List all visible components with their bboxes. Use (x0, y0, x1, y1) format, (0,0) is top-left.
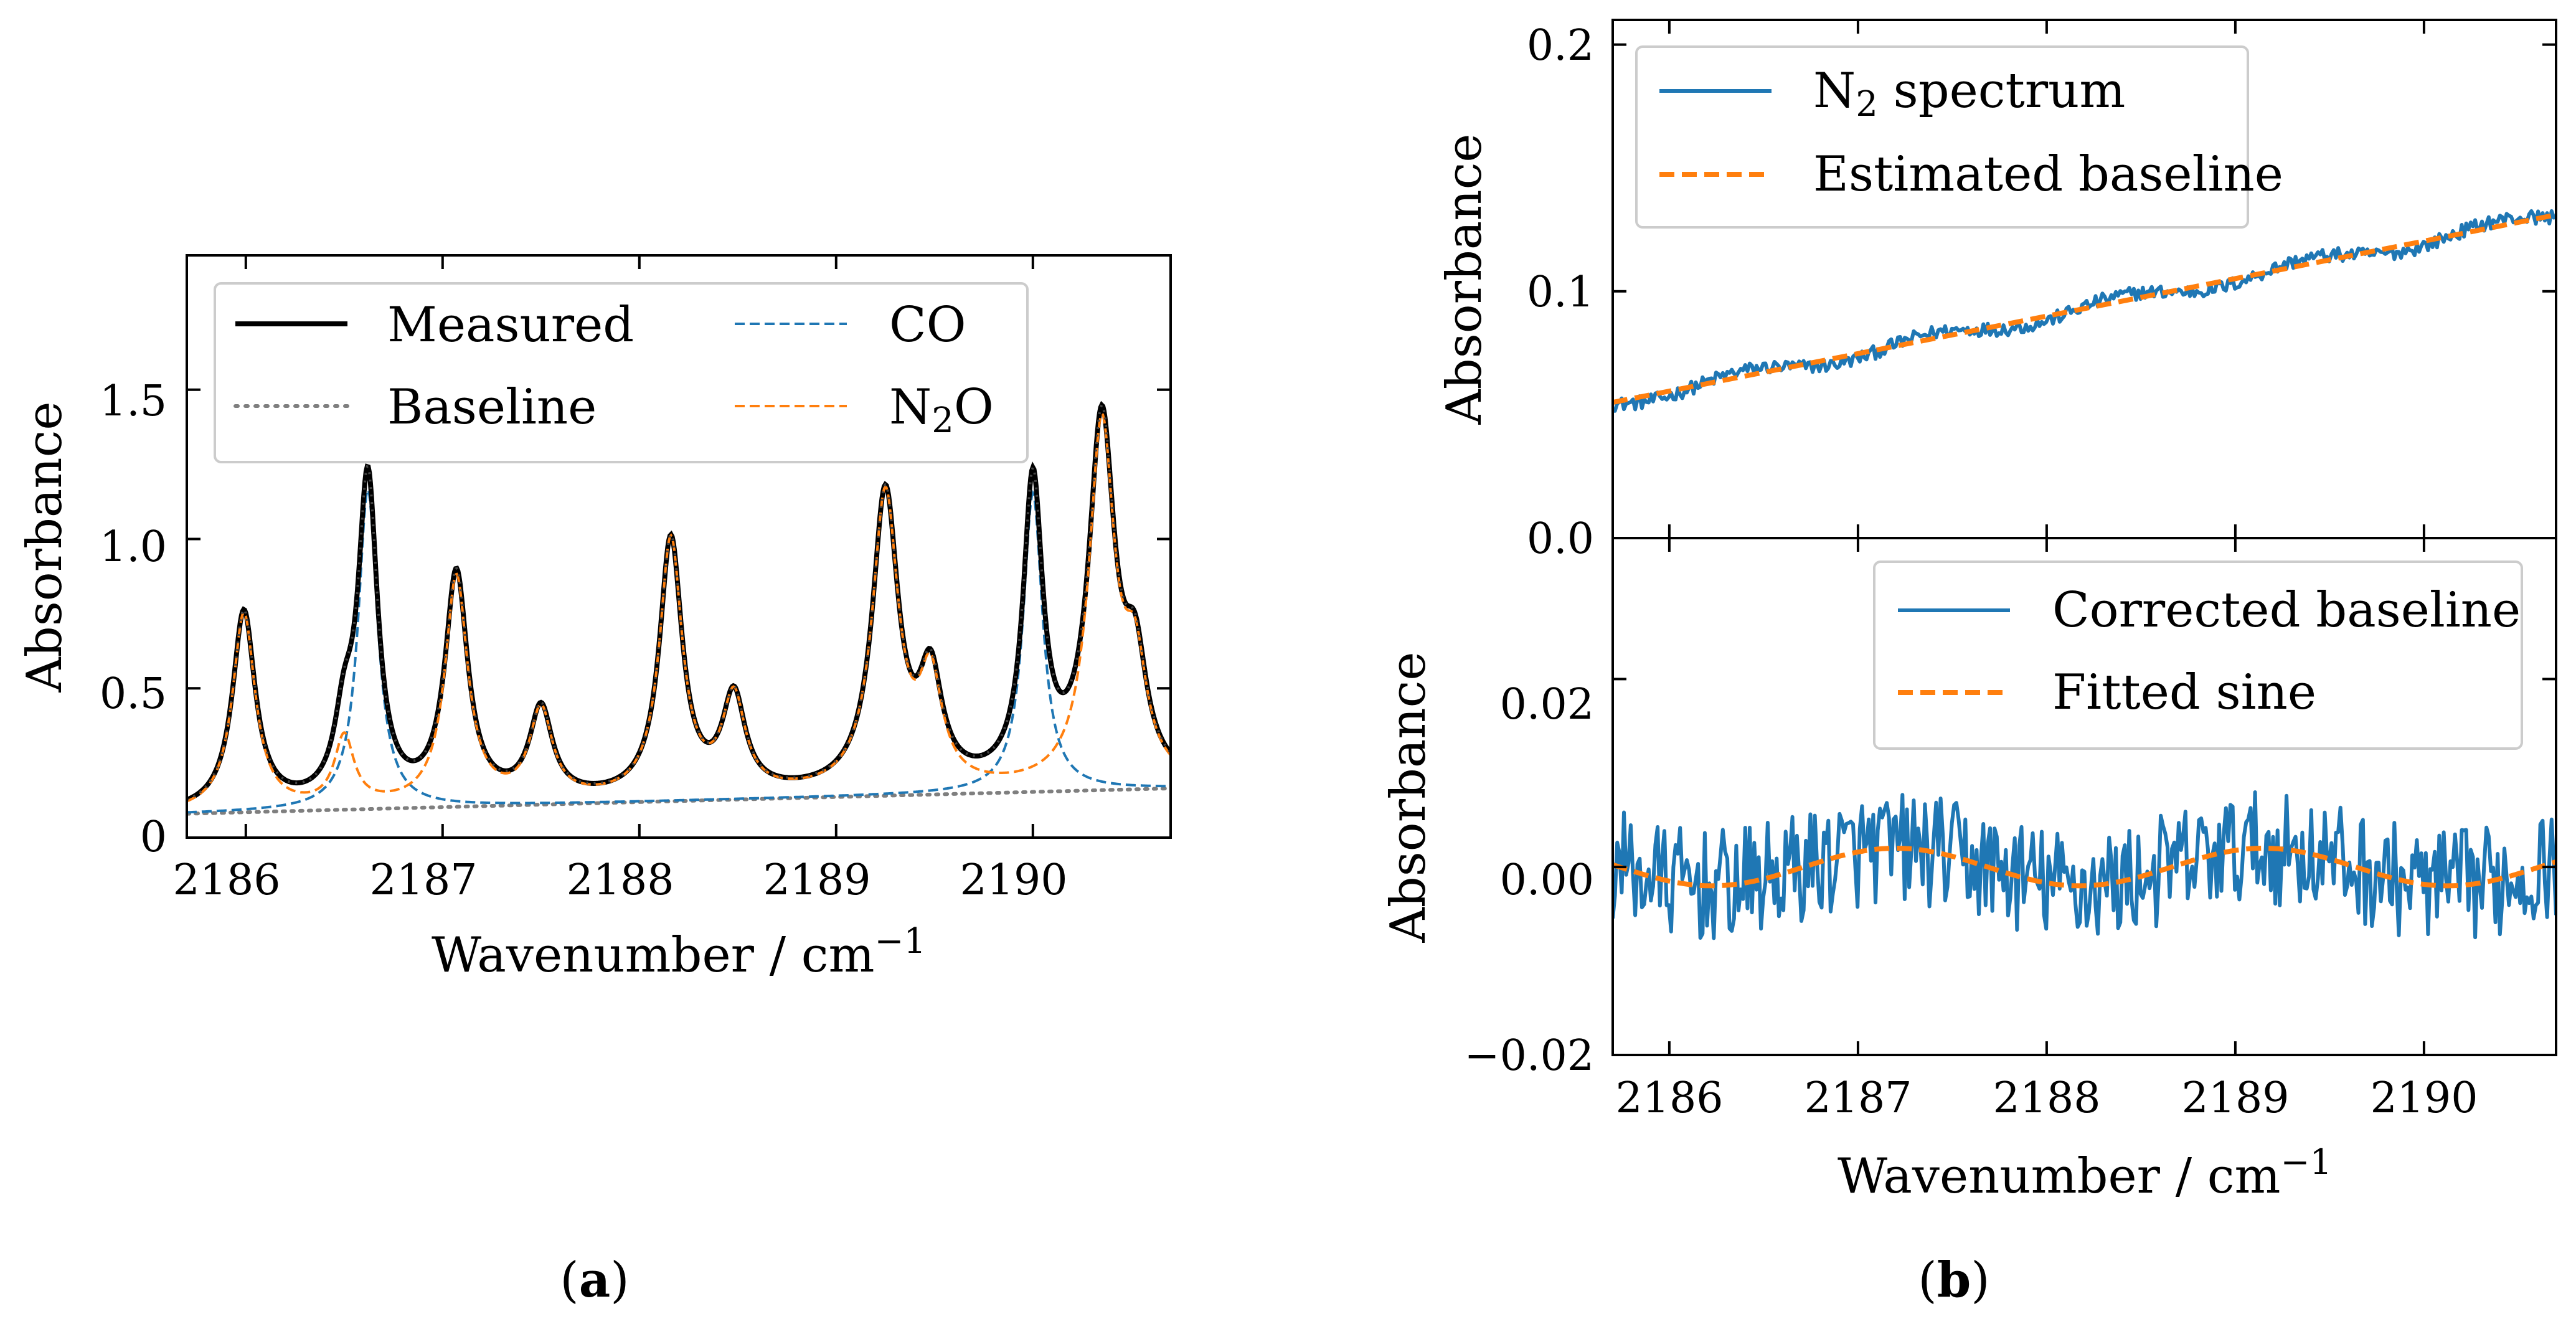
a-x-axis-label: Wavenumber / cm−1 (432, 921, 926, 983)
bb-legend: Corrected baseline Fitted sine (1873, 560, 2523, 750)
bb-xtick-label: 2190 (2370, 1074, 2478, 1123)
a-ytick-label: 1.5 (100, 377, 167, 426)
a-measured-dotted-overlay (187, 403, 1171, 802)
a-xtick-label: 2189 (763, 856, 870, 905)
a-legend-n2o-label: N2O (889, 379, 994, 441)
bt-ytick-labels: 0.0 0.1 0.2 (1527, 21, 1594, 564)
a-legend-co-label: CO (889, 297, 966, 353)
bb-xtick-labels: 2186 2187 2188 2189 2190 (1615, 1074, 2478, 1123)
panel-b-top: 0.0 0.1 0.2 Absorbance N2 spectrum Estim… (1437, 19, 2557, 564)
a-legend-box (214, 282, 1029, 463)
a-ytick-label: 0 (140, 813, 167, 862)
a-xtick-label: 2188 (566, 856, 674, 905)
bb-legend-sine-label: Fitted sine (2052, 664, 2316, 721)
a-ytick-label: 0.5 (100, 669, 167, 719)
caption-b: (b) (1918, 1252, 1989, 1308)
bb-ytick-label: −0.02 (1465, 1031, 1594, 1081)
a-plot-frame (186, 254, 1172, 839)
a-xtick-label: 2187 (369, 856, 477, 905)
bt-legend: N2 spectrum Estimated baseline (1635, 45, 2283, 229)
a-legend-measured-label: Measured (387, 297, 634, 353)
bb-ticks (1613, 538, 2556, 1056)
bb-x-axis-label: Wavenumber / cm−1 (1838, 1142, 2332, 1204)
bb-xtick-label: 2189 (2181, 1074, 2289, 1123)
bt-legend-spectrum-label: N2 spectrum (1813, 63, 2125, 125)
bb-legend-box (1873, 560, 2523, 750)
a-ytick-labels: 0 0.5 1.0 1.5 (100, 377, 167, 862)
bt-legend-baseline-label: Estimated baseline (1813, 146, 2283, 202)
bb-ytick-label: 0.00 (1500, 856, 1594, 905)
a-ytick-label: 1.0 (100, 523, 167, 572)
panel-b-bottom: 2186 2187 2188 2189 2190 −0.02 0.00 0.02… (1380, 537, 2557, 1308)
a-xtick-label: 2190 (960, 856, 1067, 905)
a-xtick-label: 2186 (172, 856, 280, 905)
bb-fitted-sine-series (1613, 846, 2556, 889)
bt-legend-box (1635, 45, 2249, 229)
bb-y-axis-label: Absorbance (1380, 651, 1437, 943)
a-xtick-labels: 2186 2187 2188 2189 2190 (172, 856, 1067, 905)
bb-ytick-label: 0.02 (1500, 680, 1594, 729)
a-y-axis-label: Absorbance (17, 401, 73, 693)
bt-ytick-label: 0.0 (1527, 514, 1594, 564)
bb-xtick-label: 2187 (1804, 1074, 1912, 1123)
bb-xtick-label: 2186 (1615, 1074, 1723, 1123)
bb-plot-frame (1611, 537, 2557, 1056)
a-co-series (187, 488, 1171, 814)
bt-y-axis-label: Absorbance (1437, 133, 1493, 425)
bt-estimated-baseline-series (1613, 212, 2556, 405)
a-legend-baseline-label: Baseline (387, 379, 597, 435)
caption-a: (a) (560, 1252, 629, 1308)
panel-a: 2186 2187 2188 2189 2190 0 0.5 1.0 1.5 W… (17, 254, 1172, 1308)
bb-corrected-baseline-series (1613, 790, 2556, 940)
a-ticks (187, 255, 1171, 839)
bt-ytick-label: 0.1 (1527, 268, 1594, 317)
a-legend: Measured Baseline CO N2O (214, 282, 1029, 463)
bb-ytick-labels: −0.02 0.00 0.02 (1465, 680, 1594, 1081)
bt-ytick-label: 0.2 (1527, 21, 1594, 70)
a-n2o-series (187, 412, 1171, 803)
bb-legend-corrected-label: Corrected baseline (2052, 582, 2521, 638)
bb-xtick-label: 2188 (1993, 1074, 2100, 1123)
